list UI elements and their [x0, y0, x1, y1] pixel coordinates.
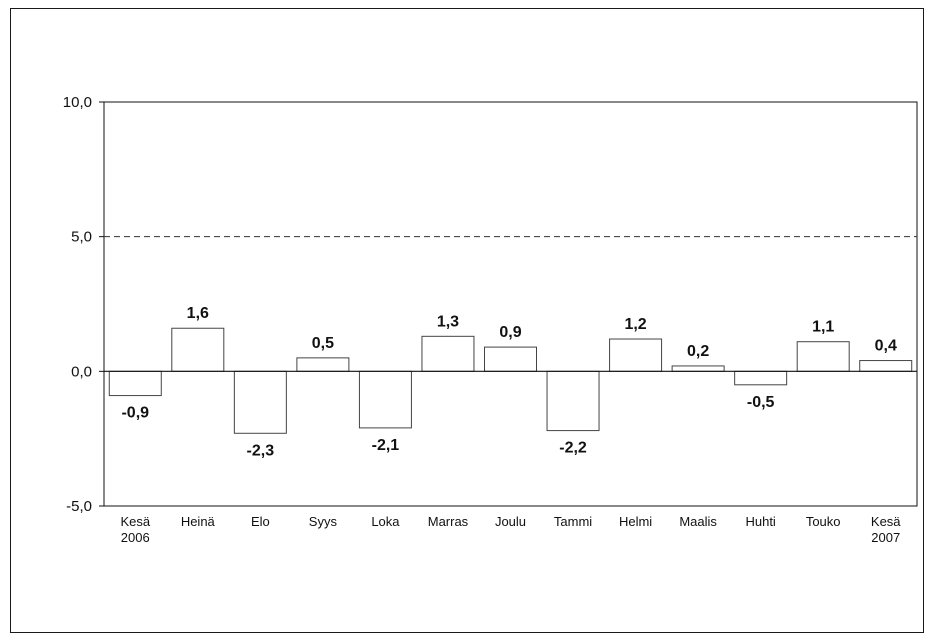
- bar: [609, 338, 663, 372]
- x-tick-label: Heinä: [181, 514, 216, 529]
- y-tick-label: 0,0: [71, 363, 92, 380]
- data-label: 1,2: [624, 316, 646, 333]
- bar: [171, 327, 225, 372]
- x-tick-label: Tammi: [554, 514, 592, 529]
- x-tick-label: Syys: [309, 514, 338, 529]
- y-tick-label: 10,0: [63, 94, 92, 111]
- x-tick-label: Elo: [251, 514, 270, 529]
- x-tick-label: Maalis: [679, 514, 717, 529]
- bar: [484, 346, 537, 372]
- data-label: -2,3: [247, 442, 275, 459]
- data-label: 0,9: [499, 324, 521, 341]
- bar: [296, 357, 350, 372]
- y-tick-label: -5,0: [66, 498, 92, 515]
- x-tick-label: Kesä: [871, 514, 901, 529]
- x-tick-label: 2006: [121, 530, 150, 545]
- x-tick-label: Joulu: [495, 514, 526, 529]
- data-label: 0,5: [312, 335, 334, 352]
- x-tick-label: Huhti: [745, 514, 775, 529]
- x-tick-label: 2007: [871, 530, 900, 545]
- chart-frame: [10, 8, 924, 633]
- bar: [734, 370, 788, 386]
- data-label: -2,2: [559, 440, 587, 457]
- bar: [233, 370, 287, 434]
- data-label: -0,5: [747, 394, 775, 411]
- bar: [421, 335, 475, 372]
- data-label: 0,2: [687, 343, 709, 360]
- x-tick-label: Touko: [806, 514, 841, 529]
- bar: [546, 370, 600, 432]
- bar: [358, 370, 412, 429]
- data-label: -0,9: [121, 405, 149, 422]
- bar: [859, 360, 913, 372]
- x-tick-label: Loka: [371, 514, 400, 529]
- x-tick-label: Marras: [428, 514, 469, 529]
- data-label: 1,3: [437, 313, 459, 330]
- plot-area: [103, 101, 918, 507]
- bar: [796, 341, 850, 372]
- bar: [671, 365, 725, 372]
- x-tick-label: Kesä: [120, 514, 150, 529]
- data-label: 1,1: [812, 319, 834, 336]
- x-tick-label: Helmi: [619, 514, 652, 529]
- data-label: -2,1: [372, 437, 400, 454]
- data-label: 1,6: [187, 305, 209, 322]
- y-tick-label: 5,0: [71, 229, 92, 246]
- data-label: 0,4: [875, 338, 897, 355]
- bar: [108, 370, 162, 397]
